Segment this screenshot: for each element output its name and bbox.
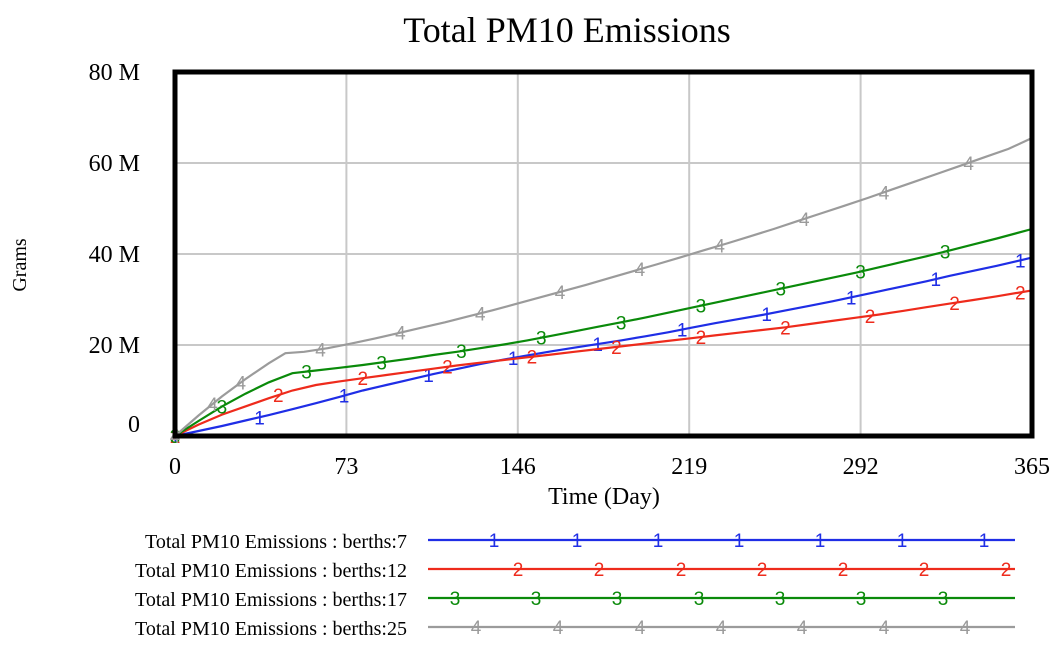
grid-layer — [175, 72, 1032, 436]
series-point-marker: 2 — [527, 348, 538, 369]
series-point-marker: 3 — [696, 297, 707, 318]
legend-swatch-marker: 3 — [612, 589, 623, 610]
series-point-marker: 1 — [1015, 251, 1026, 272]
series-point-marker: 4 — [879, 183, 890, 204]
series-point-marker: 2 — [949, 294, 960, 315]
x-tick-label: 219 — [671, 454, 707, 480]
series-point-marker: 4 — [963, 154, 974, 175]
legend-swatch-marker: 1 — [489, 531, 500, 552]
series-point-marker: 4 — [235, 374, 246, 395]
series-point-marker: 4 — [475, 304, 486, 325]
legend-swatch-marker: 3 — [694, 589, 705, 610]
series-point-marker: 3 — [940, 243, 951, 264]
legend-swatch-marker: 2 — [676, 560, 687, 581]
series-point-marker: 3 — [855, 263, 866, 284]
legend-label: Total PM10 Emissions : berths:7 — [145, 531, 407, 553]
legend-swatch-marker: 1 — [815, 531, 826, 552]
series-point-marker: 3 — [456, 342, 467, 363]
series-point-marker: 1 — [423, 366, 434, 387]
series-point-marker: 4 — [395, 324, 406, 345]
legend-swatch-marker: 2 — [1001, 560, 1012, 581]
legend-swatch-marker: 3 — [531, 589, 542, 610]
legend-swatch-marker: 4 — [635, 618, 646, 639]
y-tick-label: 60 M — [89, 151, 140, 177]
series-point-marker: 3 — [376, 353, 387, 374]
x-axis-label: Time (Day) — [548, 484, 660, 510]
series-point-marker: 1 — [339, 387, 350, 408]
series-line-3 — [174, 227, 1033, 437]
series-point-marker: 4 — [555, 283, 566, 304]
series-point-marker: 1 — [930, 270, 941, 291]
legend-swatch-marker: 1 — [653, 531, 664, 552]
series-point-marker: 3 — [775, 280, 786, 301]
legend-swatch-marker: 3 — [856, 589, 867, 610]
series-point-marker: 2 — [696, 328, 707, 349]
series-point-marker: 1 — [592, 335, 603, 356]
plot-frame — [172, 69, 1035, 439]
series-point-marker: 3 — [536, 329, 547, 350]
legend-swatch-marker: 1 — [572, 531, 583, 552]
series-line-4 — [174, 137, 1033, 437]
legend: Total PM10 Emissions : berths:7 1 1 1 1 1 1 1 To… — [135, 531, 1015, 640]
series-point-marker: 1 — [677, 321, 688, 342]
y-tick-label: 0 — [128, 412, 140, 438]
legend-swatch-marker: 3 — [938, 589, 949, 610]
series-point-marker: 2 — [865, 307, 876, 328]
series-point-marker: 2 — [611, 338, 622, 359]
tick-layer: 0 73 146 219 292 365 0 20 M 40 M 60 M 80 M — [89, 60, 1050, 480]
legend-swatch-marker: 4 — [471, 618, 482, 639]
legend-swatch-marker: 4 — [716, 618, 727, 639]
series-point-marker: 2 — [358, 369, 369, 390]
x-tick-label: 365 — [1014, 454, 1050, 480]
y-tick-label: 40 M — [89, 242, 140, 268]
series-point-marker: 3 — [616, 313, 627, 334]
legend-swatch-marker: 4 — [960, 618, 971, 639]
legend-swatch-marker: 1 — [979, 531, 990, 552]
legend-swatch-marker: 4 — [553, 618, 564, 639]
series-point-marker: 1 — [846, 288, 857, 309]
legend-swatch-marker: 3 — [775, 589, 786, 610]
legend-swatch-marker: 4 — [879, 618, 890, 639]
y-axis-label: Grams — [9, 238, 31, 292]
legend-label: Total PM10 Emissions : berths:17 — [135, 589, 407, 611]
series-point-marker: 4 — [799, 210, 810, 231]
series-point-marker: 3 — [217, 397, 228, 418]
x-tick-label: 73 — [334, 454, 358, 480]
legend-swatch-marker: 2 — [919, 560, 930, 581]
series-point-marker: 3 — [301, 363, 312, 384]
legend-swatch-marker: 4 — [797, 618, 808, 639]
y-tick-label: 80 M — [89, 60, 140, 86]
x-tick-label: 146 — [500, 454, 536, 480]
series-point-marker: 4 — [714, 237, 725, 258]
chart-title: Total PM10 Emissions — [403, 10, 731, 50]
series-point-marker: 2 — [273, 386, 284, 407]
series-line-1 — [174, 256, 1033, 438]
legend-swatch-marker: 3 — [450, 589, 461, 610]
legend-label: Total PM10 Emissions : berths:12 — [135, 560, 407, 582]
series-line-2 — [174, 289, 1033, 437]
x-tick-label: 0 — [169, 454, 181, 480]
legend-swatch-marker: 2 — [838, 560, 849, 581]
series-point-marker: 4 — [207, 395, 218, 416]
legend-swatch-marker: 2 — [594, 560, 605, 581]
legend-swatch-marker: 1 — [897, 531, 908, 552]
series-point-marker: 2 — [442, 358, 453, 379]
series-point-marker: 4 — [315, 340, 326, 361]
legend-swatch-marker: 2 — [513, 560, 524, 581]
legend-swatch-marker: 2 — [757, 560, 768, 581]
y-tick-label: 20 M — [89, 333, 140, 359]
series-point-marker: 1 — [254, 408, 265, 429]
series-point-marker: 2 — [1015, 283, 1026, 304]
legend-label: Total PM10 Emissions : berths:25 — [135, 618, 407, 640]
series-point-marker: 1 — [761, 305, 772, 326]
series-point-marker: 4 — [635, 260, 646, 281]
legend-swatch-marker: 1 — [734, 531, 745, 552]
series-point-marker: 2 — [780, 318, 791, 339]
x-tick-label: 292 — [843, 454, 879, 480]
